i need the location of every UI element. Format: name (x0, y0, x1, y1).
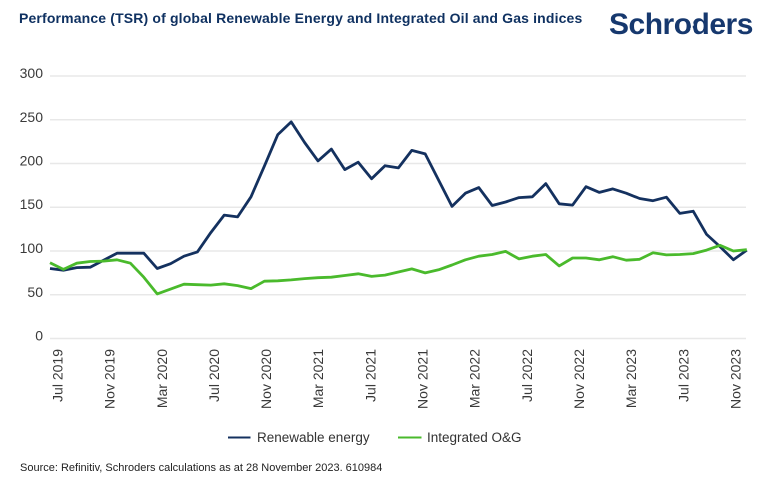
svg-text:Nov 2023: Nov 2023 (727, 349, 743, 409)
svg-text:Jul 2019: Jul 2019 (50, 349, 66, 402)
svg-text:Integrated O&G: Integrated O&G (427, 430, 522, 445)
svg-text:Jul 2023: Jul 2023 (675, 349, 691, 402)
svg-text:Nov 2022: Nov 2022 (571, 349, 587, 409)
svg-text:250: 250 (20, 109, 44, 125)
svg-text:150: 150 (20, 196, 44, 212)
svg-text:100: 100 (20, 240, 44, 256)
svg-text:Nov 2021: Nov 2021 (415, 349, 431, 409)
svg-text:0: 0 (35, 328, 43, 344)
svg-text:Mar 2020: Mar 2020 (154, 349, 170, 408)
svg-text:200: 200 (20, 153, 44, 169)
svg-text:300: 300 (20, 65, 44, 81)
svg-text:Jul 2022: Jul 2022 (519, 349, 535, 402)
svg-text:Renewable energy: Renewable energy (257, 430, 370, 445)
svg-text:Mar 2023: Mar 2023 (623, 349, 639, 408)
svg-text:Jul 2021: Jul 2021 (362, 349, 378, 402)
svg-text:Nov 2019: Nov 2019 (102, 349, 118, 409)
svg-text:Source: Refinitiv, Schroders c: Source: Refinitiv, Schroders calculation… (20, 462, 382, 474)
svg-text:Nov 2020: Nov 2020 (258, 349, 274, 409)
svg-text:50: 50 (27, 284, 43, 300)
svg-text:Mar 2021: Mar 2021 (310, 349, 326, 408)
svg-text:Mar 2022: Mar 2022 (467, 349, 483, 408)
svg-text:Jul 2020: Jul 2020 (206, 349, 222, 402)
